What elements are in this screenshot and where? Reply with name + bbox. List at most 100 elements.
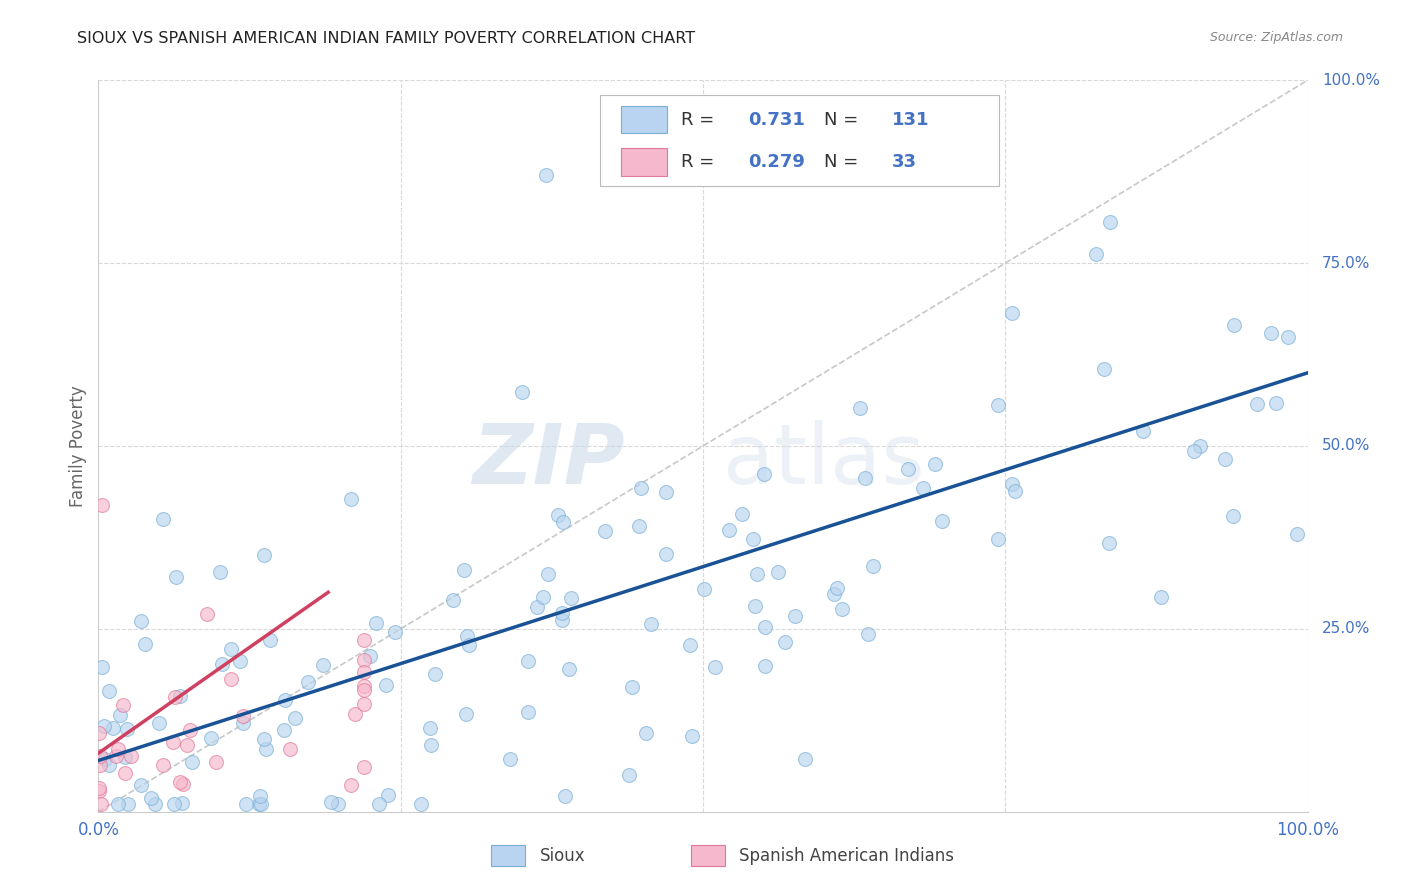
Point <box>441 593 464 607</box>
Point <box>377 789 399 803</box>
Point <box>367 797 389 812</box>
Text: SIOUX VS SPANISH AMERICAN INDIAN FAMILY POVERTY CORRELATION CHART: SIOUX VS SPANISH AMERICAN INDIAN FAMILY … <box>77 31 696 46</box>
Point <box>409 797 432 812</box>
Point <box>754 620 776 634</box>
Point <box>139 790 162 805</box>
Point <box>172 777 194 791</box>
Point <box>90 660 112 674</box>
Point <box>551 613 574 627</box>
Point <box>420 738 443 752</box>
Point <box>163 797 186 812</box>
Point <box>340 491 363 506</box>
Point <box>924 457 946 471</box>
Point <box>731 508 754 522</box>
Text: Spanish American Indians: Spanish American Indians <box>740 847 955 864</box>
Point <box>510 385 533 400</box>
Point <box>1001 477 1024 491</box>
Point <box>353 759 375 773</box>
Point <box>152 512 174 526</box>
Point <box>340 779 363 793</box>
Point <box>754 659 776 673</box>
Point <box>987 532 1010 546</box>
Text: 25.0%: 25.0% <box>1322 622 1371 636</box>
Point <box>793 752 815 766</box>
Text: 50.0%: 50.0% <box>1322 439 1371 453</box>
Point <box>115 722 138 736</box>
Point <box>718 523 741 537</box>
Point <box>219 673 242 687</box>
FancyBboxPatch shape <box>690 846 724 866</box>
Point <box>593 524 616 538</box>
Point <box>112 698 135 713</box>
Text: 0.279: 0.279 <box>748 153 804 170</box>
Point <box>353 633 375 648</box>
Point <box>752 467 775 481</box>
Point <box>107 797 129 812</box>
Point <box>364 616 387 631</box>
Point <box>773 635 796 649</box>
Point <box>208 565 231 579</box>
Point <box>1182 443 1205 458</box>
Text: 33: 33 <box>891 153 917 170</box>
Point <box>1001 306 1024 320</box>
Point <box>1084 247 1107 261</box>
Point <box>636 726 658 740</box>
Point <box>148 715 170 730</box>
Point <box>169 690 191 704</box>
Point <box>858 627 880 641</box>
FancyBboxPatch shape <box>621 148 666 176</box>
Point <box>516 654 538 668</box>
Point <box>853 470 876 484</box>
Point <box>1260 326 1282 340</box>
Text: atlas: atlas <box>723 420 925 501</box>
Text: N =: N = <box>824 153 863 170</box>
Point <box>103 721 125 735</box>
Point <box>94 752 117 766</box>
Point <box>312 658 335 673</box>
Point <box>278 742 301 756</box>
Text: N =: N = <box>824 111 863 128</box>
Point <box>1188 439 1211 453</box>
Point <box>692 582 714 596</box>
Point <box>91 498 114 512</box>
Point <box>176 738 198 752</box>
Point <box>499 752 522 766</box>
Point <box>531 591 554 605</box>
Point <box>134 637 156 651</box>
Point <box>93 719 115 733</box>
Point <box>849 401 872 415</box>
Point <box>181 755 204 769</box>
Point <box>558 662 581 676</box>
Point <box>1004 483 1026 498</box>
Point <box>547 508 569 522</box>
Point <box>1132 425 1154 439</box>
Point <box>1223 318 1246 332</box>
Point <box>235 797 257 812</box>
Point <box>1213 452 1236 467</box>
Text: 100.0%: 100.0% <box>1322 73 1381 87</box>
Point <box>253 731 276 746</box>
Point <box>232 715 254 730</box>
Text: 75.0%: 75.0% <box>1322 256 1371 270</box>
Point <box>744 599 766 613</box>
Point <box>90 797 112 812</box>
Point <box>219 642 242 657</box>
Point <box>120 748 142 763</box>
Point <box>114 766 136 780</box>
Point <box>129 614 152 628</box>
Point <box>353 683 375 698</box>
Point <box>297 675 319 690</box>
Point <box>682 729 704 743</box>
Point <box>165 690 187 704</box>
Point <box>256 742 278 756</box>
Point <box>200 731 222 746</box>
Point <box>107 741 129 756</box>
Point <box>283 711 305 725</box>
Point <box>129 778 152 792</box>
Point <box>384 624 406 639</box>
Text: 0.731: 0.731 <box>748 111 804 128</box>
Point <box>249 789 271 804</box>
Point <box>179 723 201 737</box>
Point <box>204 755 226 769</box>
Point <box>359 648 381 663</box>
